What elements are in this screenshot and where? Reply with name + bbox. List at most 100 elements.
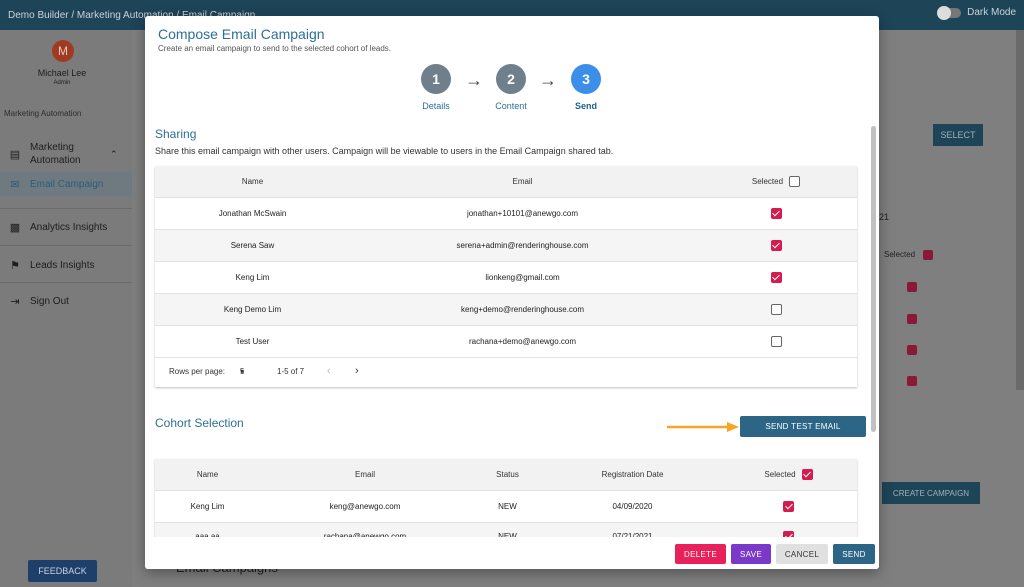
row-email: jonathan+10101@anewgo.com [466, 209, 579, 218]
row-checkbox[interactable] [783, 501, 794, 512]
dark-mode-toggle[interactable] [937, 5, 962, 20]
send-test-email-button[interactable]: SEND TEST EMAIL [740, 416, 866, 437]
column-header-email: Email [512, 177, 533, 186]
chevron-up-icon: ⌃ [110, 148, 118, 159]
row-selected [695, 262, 857, 293]
table-header-row: Name Email Selected [155, 166, 857, 198]
select-all-checkbox[interactable] [801, 469, 813, 480]
table-row: Test User rachana+demo@anewgo.com [155, 326, 857, 358]
page-scrollbar[interactable] [1016, 30, 1024, 390]
dialog-subtitle: Create an email campaign to send to the … [158, 44, 392, 53]
sidebar-item-sign-out[interactable]: ⇥ Sign Out [0, 290, 132, 312]
dark-mode-label: Dark Mode [967, 7, 1016, 18]
row-checkbox[interactable] [770, 336, 782, 347]
column-header-name: Name [196, 470, 219, 479]
row-email: lionkeng@gmail.com [485, 273, 560, 282]
feedback-button[interactable]: FEEDBACK [28, 560, 97, 582]
dialog-scrollbar[interactable] [871, 126, 876, 432]
step-number: 2 [496, 64, 526, 94]
selected-label: Selected [764, 470, 796, 479]
row-email: keng@anewgo.com [329, 502, 401, 511]
sidebar-section-label: Marketing Automation [4, 109, 82, 118]
row-selected [695, 326, 857, 357]
clipboard-icon: ▤ [9, 148, 21, 161]
table-row: Serena Saw serena+admin@renderinghouse.c… [155, 230, 857, 262]
column-header-status: Status [496, 470, 519, 479]
sidebar-item-email-campaign[interactable]: ✉ Email Campaign [0, 172, 132, 196]
delete-button[interactable]: DELETE [675, 544, 726, 564]
sidebar-item-label: Leads Insights [30, 259, 95, 271]
sidebar-item-label: Sign Out [30, 295, 69, 307]
previous-page-icon[interactable]: ‹ [327, 365, 331, 377]
table-row: Keng Lim lionkeng@gmail.com [155, 262, 857, 294]
row-name: Keng Demo Lim [223, 305, 282, 314]
next-page-icon[interactable]: › [355, 365, 359, 377]
row-checkbox[interactable] [770, 304, 782, 315]
user-role: Admin [53, 80, 71, 86]
table-row: Keng Demo Lim keng+demo@renderinghouse.c… [155, 294, 857, 326]
column-header-name: Name [241, 177, 264, 186]
dark-mode-control[interactable]: Dark Mode [937, 5, 1016, 20]
column-header-email: Email [354, 470, 375, 479]
row-selected [695, 198, 857, 229]
save-button[interactable]: SAVE [731, 544, 771, 564]
background-checkbox [907, 314, 917, 324]
row-name: Test User [235, 337, 270, 346]
step-content[interactable]: 2 Content [481, 64, 541, 111]
row-selected [695, 294, 857, 325]
step-details[interactable]: 1 Details [406, 64, 466, 111]
row-checkbox[interactable] [770, 208, 782, 219]
chart-icon: ▩ [9, 221, 21, 234]
nav-divider [0, 282, 132, 283]
step-label: Content [495, 101, 527, 111]
row-checkbox[interactable] [770, 272, 782, 283]
caret-down-icon: ▾ [240, 367, 245, 376]
sidebar-item-label: Marketing Automation [30, 142, 81, 166]
sidebar-item-marketing-automation[interactable]: ▤ Marketing Automation ⌃ [0, 138, 132, 170]
selected-label: Selected [751, 177, 784, 186]
table-header-row: Name Email Status Registration Date Sele… [155, 459, 857, 491]
compose-email-campaign-dialog: Compose Email Campaign Create an email c… [145, 16, 879, 569]
send-button[interactable]: SEND [833, 544, 875, 564]
select-all-checkbox[interactable] [789, 176, 801, 187]
sharing-title: Sharing [155, 127, 197, 141]
nav-divider [0, 245, 132, 246]
column-header-selected: Selected [695, 166, 857, 197]
sidebar-item-analytics-insights[interactable]: ▩ Analytics Insights [0, 216, 132, 238]
table-row: Keng Lim keng@anewgo.com NEW 04/09/2020 [155, 491, 857, 523]
page-range: 1-5 of 7 [277, 367, 305, 376]
background-create-campaign-button[interactable]: CREATE CAMPAIGN [882, 482, 980, 504]
user-name: Michael Lee [37, 68, 87, 78]
column-header-selected: Selected [720, 459, 857, 490]
row-checkbox[interactable] [770, 240, 782, 251]
row-selected [695, 230, 857, 261]
mail-icon: ✉ [10, 178, 20, 191]
background-checkbox [923, 250, 933, 260]
sidebar-item-label: Email Campaign [30, 178, 104, 190]
step-send[interactable]: 3 Send [556, 64, 616, 111]
step-label: Details [422, 101, 450, 111]
annotation-arrow-icon [667, 422, 739, 432]
row-email: rachana@anewgo.com [323, 532, 407, 539]
avatar[interactable]: M [52, 40, 74, 62]
row-email: keng+demo@renderinghouse.com [460, 305, 585, 314]
pin-icon: ⚑ [10, 259, 20, 272]
row-email: serena+admin@renderinghouse.com [456, 241, 589, 250]
row-name: Jonathan McSwain [218, 209, 287, 218]
cancel-button[interactable]: CANCEL [776, 544, 828, 564]
row-status: NEW [498, 502, 517, 511]
row-name: Serena Saw [230, 241, 275, 250]
column-header-registration-date: Registration Date [601, 470, 664, 479]
sidebar-item-leads-insights[interactable]: ⚑ Leads Insights [0, 254, 132, 276]
sharing-table: Name Email Selected Jonathan McSwain jon… [155, 166, 857, 387]
nav-divider [0, 208, 132, 209]
background-checkbox [907, 345, 917, 355]
background-select-button[interactable]: SELECT [933, 124, 983, 146]
row-checkbox[interactable] [783, 531, 794, 539]
table-pagination: Rows per page: 5 ▾ 1-5 of 7 ‹ › [155, 365, 857, 379]
step-number: 1 [421, 64, 451, 94]
background-value: 21 [879, 212, 890, 222]
row-selected [720, 521, 857, 539]
row-name: Keng Lim [235, 273, 270, 282]
sharing-description: Share this email campaign with other use… [155, 146, 614, 156]
